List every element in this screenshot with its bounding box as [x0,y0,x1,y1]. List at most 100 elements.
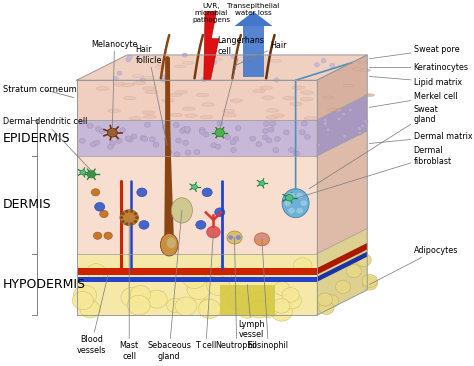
Text: Sebaceous
gland: Sebaceous gland [147,210,191,361]
Ellipse shape [108,109,120,112]
Ellipse shape [331,109,342,112]
Circle shape [140,78,146,82]
Ellipse shape [202,103,214,107]
Circle shape [274,137,280,142]
Ellipse shape [200,115,213,119]
Circle shape [259,181,265,186]
Circle shape [161,78,166,82]
Bar [76,268,317,275]
Circle shape [342,112,346,116]
Ellipse shape [364,94,374,97]
Text: Dermal
fibroblast: Dermal fibroblast [298,146,452,198]
Circle shape [230,147,237,153]
Bar [76,254,317,315]
Text: Transepithelial
water loss: Transepithelial water loss [228,3,280,15]
Circle shape [125,210,128,213]
Ellipse shape [343,84,354,87]
Circle shape [217,128,223,133]
Circle shape [134,220,137,223]
Circle shape [174,152,180,157]
Circle shape [131,134,137,139]
Ellipse shape [304,116,317,120]
Ellipse shape [360,69,370,72]
Circle shape [182,53,187,57]
Ellipse shape [129,116,142,120]
Circle shape [228,292,247,310]
Circle shape [336,280,351,294]
Ellipse shape [210,58,222,61]
Circle shape [304,134,310,139]
Circle shape [233,137,239,142]
Circle shape [231,55,236,59]
Circle shape [80,170,86,175]
Circle shape [236,235,241,240]
Circle shape [184,127,191,131]
Circle shape [299,130,305,135]
Bar [76,156,317,254]
Ellipse shape [328,108,338,111]
Circle shape [182,127,188,132]
Circle shape [255,233,270,246]
Text: HYPODERMIS: HYPODERMIS [3,278,86,291]
Circle shape [273,147,279,153]
Circle shape [324,295,339,308]
Ellipse shape [290,102,302,106]
Ellipse shape [142,87,155,90]
Ellipse shape [300,97,313,101]
Circle shape [121,212,125,215]
Circle shape [200,299,216,313]
Text: T cell: T cell [195,232,217,350]
Circle shape [167,298,183,313]
Circle shape [99,129,105,134]
Ellipse shape [357,61,368,64]
Polygon shape [164,59,174,250]
Circle shape [293,151,300,156]
Circle shape [248,300,269,318]
Circle shape [238,303,256,318]
Text: Sweat
gland: Sweat gland [309,105,438,189]
Circle shape [282,288,299,302]
Ellipse shape [270,59,282,62]
Ellipse shape [352,68,363,71]
Circle shape [179,128,185,133]
Circle shape [164,136,170,141]
Circle shape [284,200,291,206]
Circle shape [318,293,333,306]
Circle shape [316,143,320,147]
Circle shape [215,208,225,217]
Ellipse shape [230,99,243,102]
Circle shape [285,194,293,201]
Circle shape [230,140,236,145]
Text: Mast
cell: Mast cell [119,218,139,361]
Circle shape [149,137,155,142]
Circle shape [271,303,292,321]
Text: Melanocyte: Melanocyte [91,40,138,129]
Ellipse shape [113,82,126,86]
Ellipse shape [96,87,109,90]
Circle shape [356,254,371,266]
Ellipse shape [260,86,273,90]
Circle shape [201,78,206,82]
Circle shape [288,208,295,214]
Circle shape [256,142,262,147]
Text: Blood
vessels: Blood vessels [77,275,108,355]
Circle shape [121,287,144,307]
Text: Dermal dendritic cell: Dermal dendritic cell [3,117,91,171]
Circle shape [95,126,101,131]
Polygon shape [317,131,367,254]
Circle shape [173,122,179,127]
Ellipse shape [282,189,309,218]
Circle shape [176,138,182,143]
Circle shape [87,171,95,178]
Ellipse shape [160,234,178,256]
Circle shape [225,135,231,140]
Circle shape [134,212,137,215]
Circle shape [146,290,167,308]
Circle shape [125,136,131,141]
Circle shape [337,117,341,121]
Text: Sweat pore: Sweat pore [369,45,459,59]
Circle shape [288,193,295,198]
Circle shape [227,231,242,244]
Circle shape [87,123,93,128]
Circle shape [120,210,138,225]
